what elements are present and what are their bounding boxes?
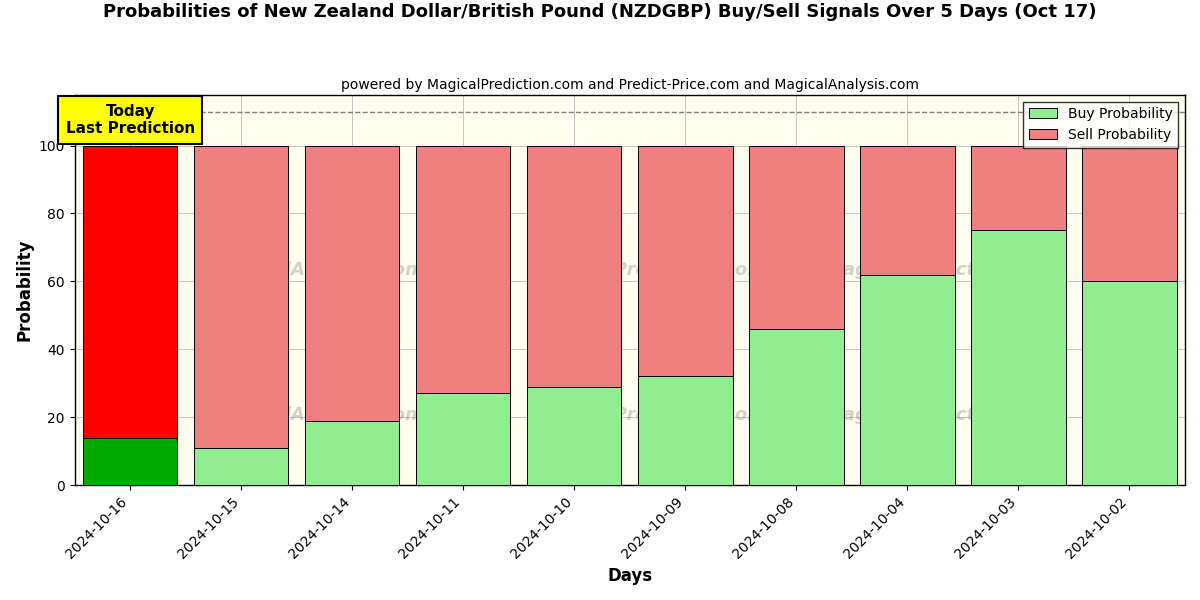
Bar	[638, 146, 732, 376]
Y-axis label: Probability: Probability	[16, 239, 34, 341]
Bar	[971, 230, 1066, 485]
Bar	[305, 146, 400, 421]
X-axis label: Days: Days	[607, 567, 653, 585]
Bar	[416, 394, 510, 485]
Bar	[527, 146, 622, 386]
Text: MagicalPrediction.com: MagicalPrediction.com	[826, 262, 1056, 280]
Text: MagicalPrediction.com: MagicalPrediction.com	[826, 406, 1056, 424]
Bar	[749, 329, 844, 485]
Text: Probabilities of New Zealand Dollar/British Pound (NZDGBP) Buy/Sell Signals Over: Probabilities of New Zealand Dollar/Brit…	[103, 3, 1097, 21]
Text: MagicalPrediction.com: MagicalPrediction.com	[538, 406, 767, 424]
Bar	[638, 376, 732, 485]
Bar	[194, 448, 288, 485]
Text: Today
Last Prediction: Today Last Prediction	[66, 104, 194, 136]
Text: MagicalAnalysis.com: MagicalAnalysis.com	[214, 406, 425, 424]
Bar	[1082, 146, 1177, 281]
Text: MagicalPrediction.com: MagicalPrediction.com	[538, 262, 767, 280]
Bar	[194, 146, 288, 448]
Bar	[527, 386, 622, 485]
Legend: Buy Probability, Sell Probability: Buy Probability, Sell Probability	[1024, 101, 1178, 148]
Bar	[83, 437, 178, 485]
Bar	[1082, 281, 1177, 485]
Bar	[305, 421, 400, 485]
Title: powered by MagicalPrediction.com and Predict-Price.com and MagicalAnalysis.com: powered by MagicalPrediction.com and Pre…	[341, 78, 919, 92]
Bar	[416, 146, 510, 394]
Bar	[83, 146, 178, 437]
Bar	[860, 275, 955, 485]
Bar	[860, 146, 955, 275]
Text: MagicalAnalysis.com: MagicalAnalysis.com	[214, 262, 425, 280]
Bar	[971, 146, 1066, 230]
Bar	[749, 146, 844, 329]
